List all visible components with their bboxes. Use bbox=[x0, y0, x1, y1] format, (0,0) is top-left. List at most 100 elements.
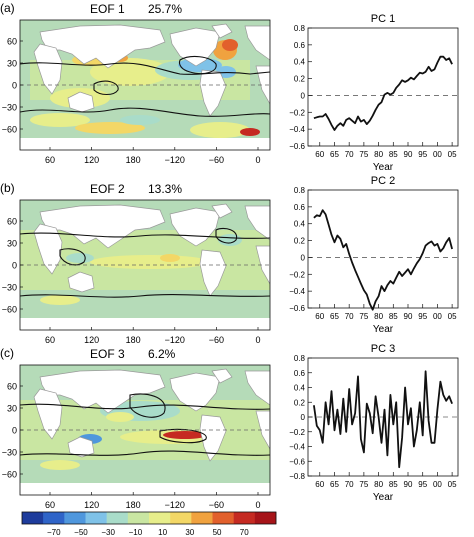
y-tick-label: 0.2 bbox=[294, 75, 306, 84]
x-tick-label: 00 bbox=[433, 150, 442, 159]
x-tick-label: 75 bbox=[359, 150, 368, 159]
colorbar-tick-label: 30 bbox=[185, 528, 194, 537]
y-tick-label: 0 bbox=[301, 91, 306, 100]
eof3-variance: 6.2% bbox=[148, 347, 176, 361]
colorbar-swatch bbox=[43, 512, 65, 524]
x-tick-label: 05 bbox=[448, 480, 457, 489]
lon-tick-label: −120 bbox=[165, 335, 185, 345]
x-tick-label: 80 bbox=[374, 480, 383, 489]
x-tick-label: 75 bbox=[359, 312, 368, 321]
colorbar-swatch bbox=[85, 512, 107, 524]
eof1-lon-ticks: 60 120 180 −120 −60 0 bbox=[45, 147, 261, 165]
x-axis-label: Year bbox=[373, 324, 394, 335]
colorbar-tick-label: 10 bbox=[158, 528, 167, 537]
lon-tick-label: 180 bbox=[126, 500, 141, 510]
pc2-chart: PC 2 0.8 0.6 0.4 0.2 0 −0.2 −0.4 −0.6 60 65 70 75 80 8… bbox=[289, 175, 459, 335]
x-axis-label: Year bbox=[373, 492, 394, 503]
lat-tick-label: 30 bbox=[7, 239, 17, 249]
x-tick-label: 05 bbox=[448, 312, 457, 321]
eof3-lat-ticks: 60 30 0 −30 −60 bbox=[2, 382, 23, 480]
lon-tick-label: −120 bbox=[165, 155, 185, 165]
lon-tick-label: 60 bbox=[45, 500, 55, 510]
colorbar-swatch bbox=[170, 512, 192, 524]
x-tick-label: 00 bbox=[433, 312, 442, 321]
map-panel-a: (a) EOF 1 25.7% bbox=[0, 1, 271, 165]
x-tick-label: 60 bbox=[315, 312, 324, 321]
y-tick-label: 0.6 bbox=[294, 41, 306, 50]
y-tick-label: 0.6 bbox=[294, 203, 306, 212]
lon-tick-label: 180 bbox=[126, 335, 141, 345]
lon-tick-label: 120 bbox=[84, 155, 99, 165]
lon-tick-label: −60 bbox=[209, 500, 224, 510]
x-tick-label: 65 bbox=[330, 312, 339, 321]
colorbar-swatch bbox=[149, 512, 171, 524]
eof1-variance: 25.7% bbox=[148, 2, 182, 16]
pc3-chart: PC 3 0.8 0.6 0.4 0.2 0 −0.2 −0.4 −0.6 −0.8 60 65 70 7… bbox=[289, 343, 459, 503]
colorbar-swatch bbox=[22, 512, 44, 524]
map-panel-c: (c) EOF 3 6.2% bbox=[0, 346, 271, 510]
y-tick-label: 0.4 bbox=[294, 220, 306, 229]
pc-frame bbox=[307, 27, 459, 147]
y-tick-label: −0.6 bbox=[289, 304, 305, 313]
y-tick-label: −0.6 bbox=[289, 142, 305, 151]
x-tick-label: 70 bbox=[345, 312, 354, 321]
eof2-field bbox=[20, 200, 270, 330]
lat-tick-label: −60 bbox=[2, 470, 17, 480]
x-tick-label: 85 bbox=[389, 150, 398, 159]
y-tick-label: 0.4 bbox=[294, 58, 306, 67]
pc-series-line bbox=[313, 370, 453, 469]
y-tick-label: −0.2 bbox=[289, 428, 305, 437]
eof1-title: EOF 1 bbox=[90, 2, 125, 16]
pc-title: PC 2 bbox=[371, 175, 395, 187]
y-tick-label: −0.4 bbox=[289, 287, 305, 296]
eof2-lat-ticks: 60 30 0 −30 −60 bbox=[2, 217, 23, 315]
colorbar-tick-label: −10 bbox=[129, 528, 143, 537]
colorbar-tick-label: 50 bbox=[213, 528, 222, 537]
y-tick-label: 0.2 bbox=[294, 398, 306, 407]
eof3-field bbox=[20, 365, 270, 495]
panel-label-a: (a) bbox=[0, 1, 15, 15]
y-tick-label: −0.2 bbox=[289, 108, 305, 117]
lat-tick-label: −30 bbox=[2, 103, 17, 113]
lat-tick-label: 30 bbox=[7, 59, 17, 69]
x-tick-label: 95 bbox=[418, 480, 427, 489]
y-tick-label: 0.8 bbox=[294, 186, 306, 195]
x-tick-label: 85 bbox=[389, 312, 398, 321]
y-tick-label: 0 bbox=[301, 253, 306, 262]
eof2-variance: 13.3% bbox=[148, 182, 182, 196]
y-tick-label: 0.2 bbox=[294, 237, 306, 246]
lon-tick-label: 60 bbox=[45, 155, 55, 165]
colorbar-swatch bbox=[233, 512, 256, 524]
y-tick-label: −0.2 bbox=[289, 270, 305, 279]
x-tick-label: 70 bbox=[345, 480, 354, 489]
lat-tick-label: −60 bbox=[2, 125, 17, 135]
x-tick-label: 65 bbox=[330, 480, 339, 489]
lon-tick-label: 0 bbox=[255, 155, 260, 165]
colorbar-tick-label: −30 bbox=[101, 528, 115, 537]
lon-tick-label: 0 bbox=[255, 500, 260, 510]
pc-series-line bbox=[313, 209, 453, 311]
lat-tick-label: 60 bbox=[7, 382, 17, 392]
panel-label-c: (c) bbox=[0, 346, 14, 360]
y-tick-label: −0.6 bbox=[289, 457, 305, 466]
y-tick-label: −0.4 bbox=[289, 443, 305, 452]
x-tick-label: 90 bbox=[404, 480, 413, 489]
lon-tick-label: 0 bbox=[255, 335, 260, 345]
panel-label-b: (b) bbox=[0, 181, 15, 195]
pc-series-line bbox=[313, 55, 453, 131]
map-panel-b: (b) EOF 2 13.3% bbox=[0, 181, 271, 345]
y-tick-label: 0.8 bbox=[294, 24, 306, 33]
lat-tick-label: 60 bbox=[7, 37, 17, 47]
lat-tick-label: −30 bbox=[2, 448, 17, 458]
x-tick-label: 60 bbox=[315, 480, 324, 489]
eof2-lon-ticks: 60 120 180 −120 −60 0 bbox=[45, 327, 261, 345]
eof3-title: EOF 3 bbox=[90, 347, 125, 361]
lon-tick-label: 60 bbox=[45, 335, 55, 345]
colorbar-tick-label: 70 bbox=[240, 528, 249, 537]
colorbar-swatch bbox=[191, 512, 213, 524]
y-tick-label: −0.4 bbox=[289, 125, 305, 134]
lon-tick-label: 120 bbox=[84, 335, 99, 345]
lat-tick-label: 30 bbox=[7, 404, 17, 414]
lon-tick-label: 180 bbox=[126, 155, 141, 165]
